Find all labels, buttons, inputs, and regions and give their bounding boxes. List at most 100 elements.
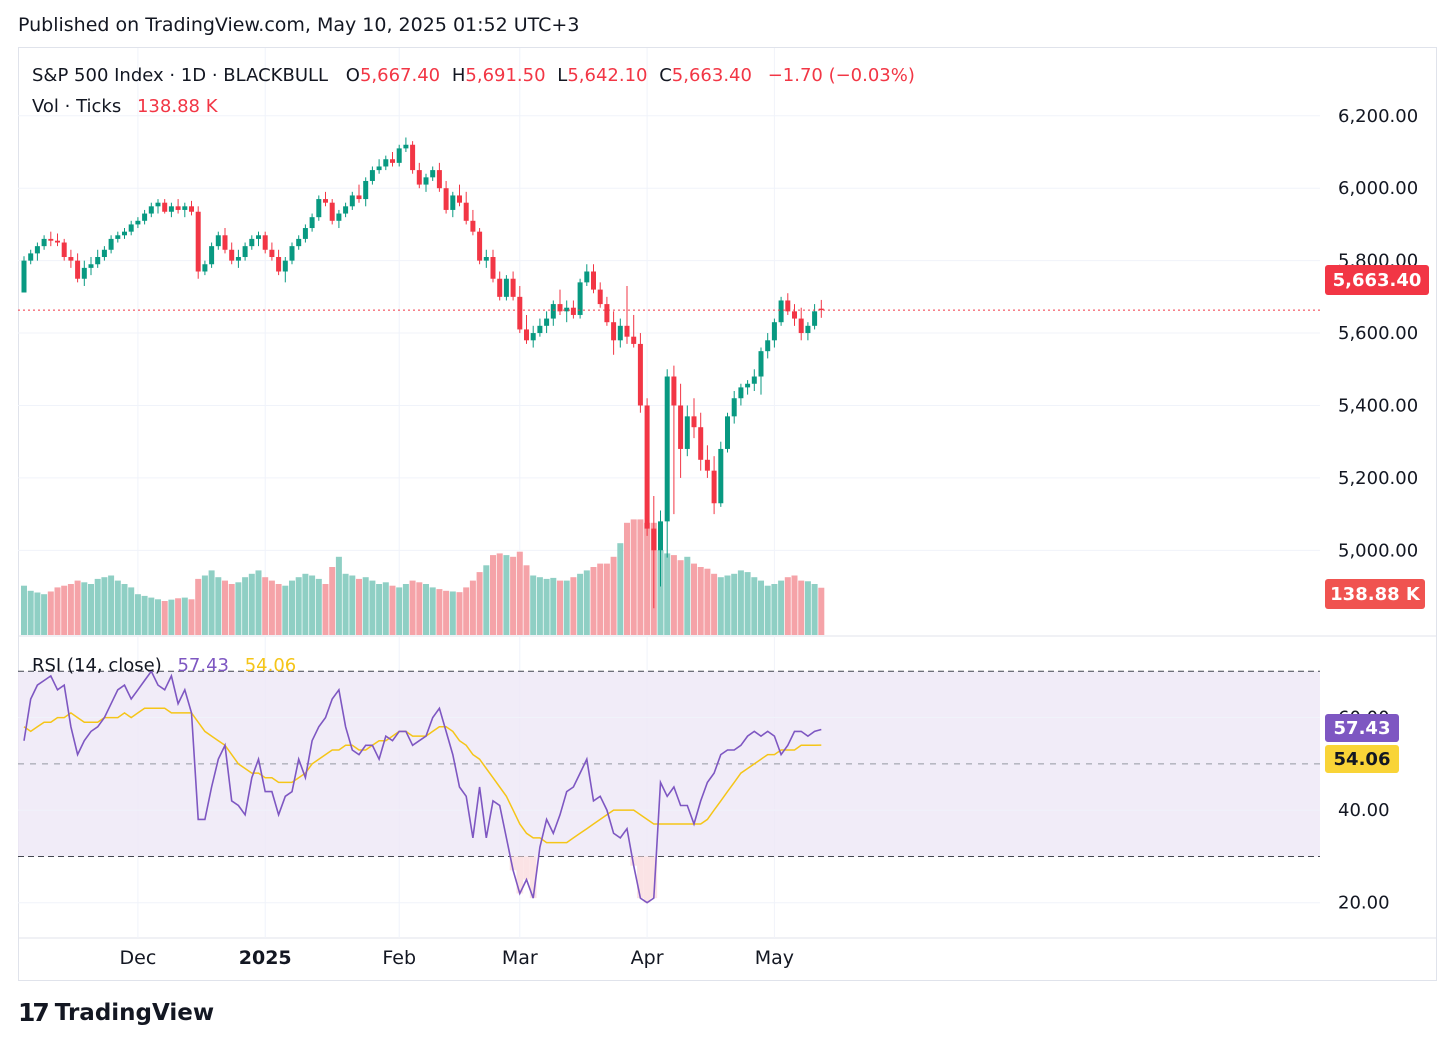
rsi-legend[interactable]: RSI (14, close) 57.43 54.06 [32,655,296,676]
volume-bar [583,570,590,635]
candle-body [637,343,643,406]
volume-bar [543,578,550,635]
price-change: −1.70 (−0.03%) [767,65,915,86]
volume-bar [268,580,275,635]
candle-body [61,242,67,258]
volume-bar [128,587,135,635]
candle-body [758,351,764,377]
volume-bar [228,584,235,635]
rsi-ma-line [23,707,822,844]
rsi-oversold-fill [643,856,651,903]
price-axis-label: 5,600.00 [1338,323,1418,344]
volume-bar [804,581,811,635]
candle-body [711,470,717,504]
candle-body [122,231,127,236]
time-axis-label: Mar [502,947,538,969]
volume-bar [697,567,704,635]
price-axis-label: 5,000.00 [1338,540,1418,561]
candle-body [570,307,576,315]
volume-bar [798,580,805,635]
candle-body [222,235,228,250]
volume-bar [704,568,711,635]
candle-body [544,318,550,326]
candle-body [34,246,40,254]
volume-bar [677,560,684,635]
volume-bar [47,591,54,635]
volume-bar [67,584,74,635]
volume-bar [490,555,496,635]
volume-bar [181,597,188,635]
volume-bar [114,580,121,635]
candle-body [524,329,529,341]
volume-bar [818,587,825,635]
volume-legend[interactable]: Vol · Ticks 138.88 K [32,96,218,117]
volume-bar [523,565,530,635]
candle-body [195,211,201,272]
candle-body [108,238,114,250]
volume-bar [175,598,182,635]
time-axis-label: 2025 [239,947,292,969]
volume-bar [88,584,94,635]
volume-label[interactable]: Vol · Ticks [32,96,122,117]
candle-body [41,238,47,247]
tradingview-brand[interactable]: 17 TradingView [18,998,214,1027]
candle-body [450,195,456,210]
rsi-ma-value: 54.06 [244,655,297,676]
volume-bar [597,563,604,635]
rsi-oversold-fill [637,856,644,899]
candle-body [376,166,382,171]
volume-bar [758,580,764,635]
candle-body [175,206,181,210]
candle-body [68,257,74,261]
candle-body [323,199,328,203]
candle-body [162,202,168,212]
candle-body [591,271,596,290]
candle-body [390,159,395,163]
rsi-oversold-fill [516,856,524,894]
candle-body [369,170,375,181]
price-axis-label: 6,000.00 [1338,178,1418,199]
symbol-name[interactable]: S&P 500 Index · 1D · BLACKBULL [32,65,329,86]
candle-body [704,459,710,471]
volume-bar [376,584,383,635]
volume-bar [148,597,155,635]
volume-bar [54,587,61,635]
candle-body [812,311,818,326]
published-caption: Published on TradingView.com, May 10, 20… [18,14,580,36]
rsi-label[interactable]: RSI (14, close) [32,655,162,676]
candle-body [644,405,650,529]
candle-body [698,427,704,460]
chart-frame[interactable] [18,47,1437,981]
candle-body [256,235,261,239]
volume-bar [295,577,302,635]
rsi-oversold-fill [523,856,530,880]
candle-body [718,448,724,504]
volume-bar [101,577,108,635]
volume-bar [617,543,624,635]
volume-bar [322,584,329,635]
candle-body [483,257,489,261]
candle-body [765,340,771,352]
volume-bar [61,585,68,635]
candle-body [182,206,188,210]
candle-body [490,257,496,279]
volume-bar [409,580,416,635]
volume-bar [664,553,671,635]
volume-bar [503,555,510,635]
candle-body [805,325,811,334]
volume-bar [402,584,409,635]
candle-body [517,296,523,330]
candle-body [725,416,730,449]
candle-body [202,264,208,272]
volume-bar [456,592,463,635]
symbol-legend[interactable]: S&P 500 Index · 1D · BLACKBULL O5,667.40… [32,65,915,86]
volume-bar [282,585,289,635]
volume-bar [289,580,295,635]
rsi-oversold-fill [509,856,517,871]
volume-bar [724,575,731,635]
candle-body [691,416,697,428]
candle-body [269,249,275,258]
volume-bar [27,590,34,635]
volume-bar [342,573,349,635]
